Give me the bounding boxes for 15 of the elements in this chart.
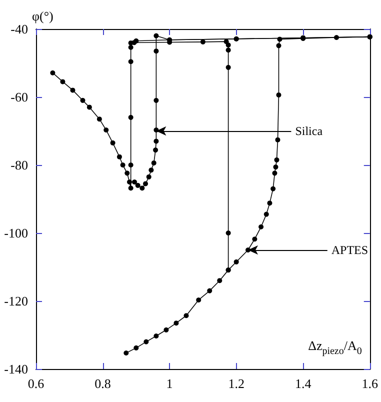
y-axis-title: φ(°)	[32, 8, 54, 24]
annotation: APTES	[331, 243, 368, 257]
x-tick-label: 1	[166, 376, 173, 391]
x-tick-label: 1.6	[362, 376, 378, 391]
y-tick-label: -40	[10, 22, 28, 36]
y-tick-label: -100	[4, 226, 28, 240]
y-tick-label: -80	[10, 158, 28, 172]
y-tick-label: -60	[10, 90, 28, 104]
y-tick-label: -140	[4, 362, 28, 376]
annotation: Silica	[295, 124, 324, 138]
x-tick-label: 0.6	[28, 376, 45, 391]
x-tick-label: 1.2	[228, 376, 244, 391]
x-tick-label: 0.8	[94, 376, 111, 391]
y-tick-label: -120	[4, 294, 28, 308]
x-tick-label: 1.4	[294, 376, 312, 391]
